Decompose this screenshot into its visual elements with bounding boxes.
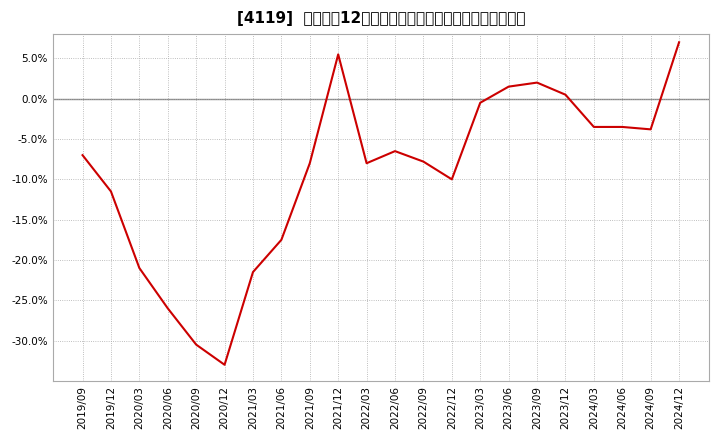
Title: [4119]  売上高の12か月移動合計の対前年同期増減率の推移: [4119] 売上高の12か月移動合計の対前年同期増減率の推移 xyxy=(237,11,525,26)
